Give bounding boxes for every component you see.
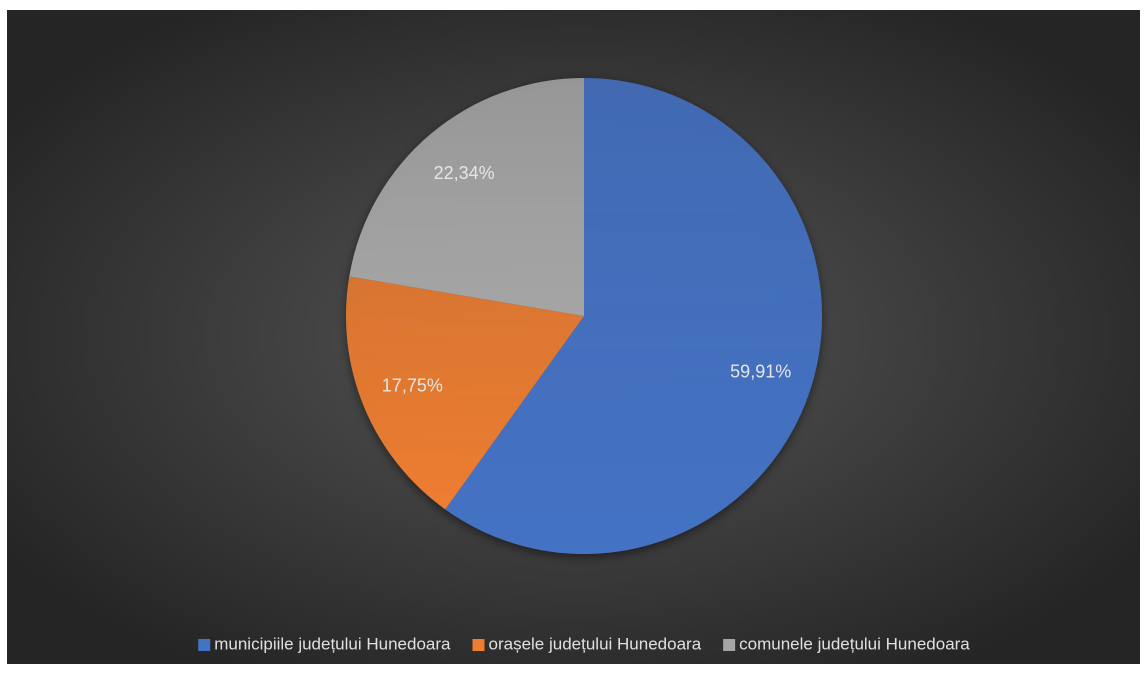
- data-label: 22,34%: [434, 163, 495, 183]
- legend-label: orașele județului Hunedoara: [489, 634, 702, 653]
- legend-marker: [723, 639, 736, 651]
- pie: [346, 78, 822, 554]
- data-label: 17,75%: [382, 375, 443, 395]
- legend-marker: [198, 639, 211, 651]
- legend-label: municipiile județului Hunedoara: [214, 634, 451, 653]
- pie-slice: [445, 78, 822, 554]
- legend-label: comunele județului Hunedoara: [739, 634, 970, 653]
- legend-marker: [472, 639, 485, 651]
- pie-slice: [349, 78, 584, 316]
- pie-slice: [346, 276, 584, 510]
- data-label: 59,91%: [730, 362, 791, 382]
